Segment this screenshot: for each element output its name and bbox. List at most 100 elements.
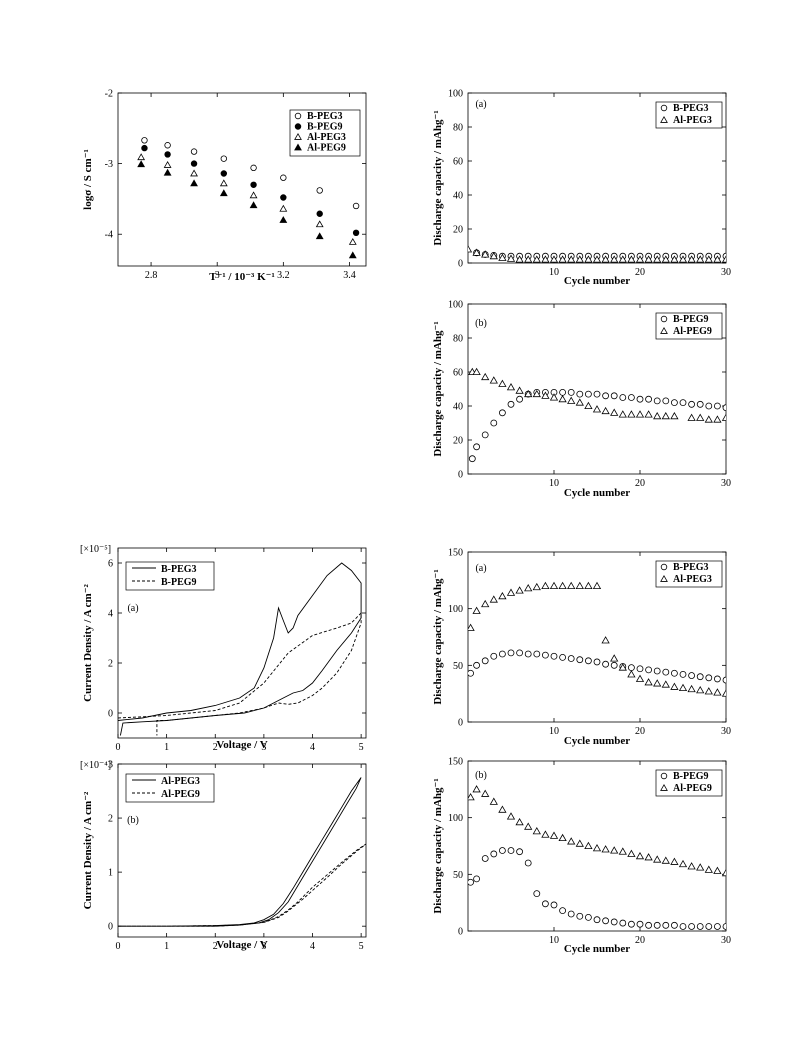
x-tick-label: 10 [549, 267, 559, 278]
y-axis-label: Discharge capacity / mAhg⁻¹ [432, 321, 444, 456]
data-point-Al-PEG9 [219, 189, 228, 197]
data-point-Al-PEG3 [610, 654, 619, 662]
x-tick-label: 0 [116, 941, 121, 952]
x-tick-label: 20 [635, 267, 645, 278]
panel-label: (a) [475, 99, 486, 110]
data-point-B-PEG9 [679, 923, 687, 930]
data-point-Al-PEG9 [532, 389, 541, 398]
data-point-B-PEG3 [516, 649, 523, 657]
axis-multiplier: [×10⁻⁵] [80, 544, 111, 555]
data-point-Al-PEG3 [137, 153, 146, 161]
data-point-Al-PEG3 [315, 220, 324, 228]
data-point-B-PEG9 [593, 916, 601, 924]
x-tick-label: 2 [213, 941, 218, 952]
data-point-B-PEG9 [628, 394, 635, 401]
data-point-Al-PEG9 [567, 396, 576, 404]
x-tick-label: 3 [215, 270, 220, 281]
data-point-Al-PEG3 [541, 255, 550, 263]
legend-marker [294, 132, 302, 140]
data-point-B-PEG9 [542, 900, 549, 908]
data-point-B-PEG3 [645, 666, 652, 674]
data-point-Al-PEG3 [713, 255, 722, 263]
data-point-Al-PEG9 [348, 251, 357, 259]
legend-label: Al-PEG3 [161, 776, 200, 787]
data-point-B-PEG3 [653, 667, 661, 675]
data-point-Al-PEG9 [541, 391, 550, 399]
series-B-PEG9 [141, 144, 360, 237]
data-point-Al-PEG3 [472, 606, 481, 614]
data-point-B-PEG9 [696, 400, 704, 408]
data-point-B-PEG9 [550, 901, 558, 909]
panel-label: (b) [127, 815, 139, 826]
x-tick-label: 10 [549, 726, 559, 737]
data-point-B-PEG3 [524, 650, 532, 658]
data-point-Al-PEG3 [696, 686, 705, 694]
legend-box [655, 560, 723, 588]
data-point-B-PEG9 [610, 392, 618, 400]
data-point-B-PEG9 [714, 923, 721, 930]
data-point-Al-PEG9 [610, 408, 619, 416]
data-point-Al-PEG9 [524, 822, 533, 830]
data-point-B-PEG9 [576, 912, 584, 920]
series-B-PEG9 [118, 611, 362, 736]
legend-marker [294, 112, 302, 120]
data-point-B-PEG9 [468, 455, 476, 463]
data-point-Al-PEG3 [567, 255, 576, 263]
data-point-B-PEG3 [559, 654, 566, 661]
data-point-B-PEG3 [610, 661, 618, 669]
y-tick-label: 40 [453, 402, 463, 413]
panel-label: (b) [475, 770, 487, 781]
data-point-Al-PEG9 [713, 866, 722, 874]
legend-box [655, 101, 723, 129]
data-point-B-PEG9 [481, 431, 489, 439]
legend-label: Al-PEG3 [307, 132, 346, 143]
data-point-Al-PEG3 [190, 169, 198, 177]
data-point-B-PEG9 [688, 923, 695, 930]
data-point-Al-PEG9 [678, 859, 688, 868]
data-point-Al-PEG3 [670, 682, 679, 690]
data-point-Al-PEG9 [515, 817, 524, 826]
data-point-Al-PEG9 [315, 232, 324, 240]
data-point-B-PEG3 [576, 656, 584, 664]
data-point-Al-PEG3 [524, 584, 533, 592]
y-tick-label: 80 [453, 334, 463, 345]
legend-label: B-PEG9 [673, 314, 709, 325]
data-point-B-PEG3 [141, 137, 148, 144]
data-point-Al-PEG9 [644, 853, 653, 861]
data-point-Al-PEG9 [489, 797, 498, 805]
data-point-B-PEG3 [250, 164, 257, 172]
data-point-B-PEG3 [280, 174, 287, 181]
data-point-B-PEG9 [679, 399, 687, 407]
data-point-Al-PEG3 [661, 680, 670, 688]
y-tick-label: -4 [105, 230, 113, 241]
data-point-B-PEG9 [671, 921, 678, 929]
legend-box [289, 109, 361, 157]
y-tick-label: -3 [105, 159, 113, 170]
x-tick-label: 3.2 [277, 270, 290, 281]
data-point-B-PEG9 [490, 850, 498, 858]
data-point-Al-PEG9 [584, 841, 593, 849]
data-point-Al-PEG9 [515, 386, 524, 394]
data-point-Al-PEG9 [549, 831, 559, 839]
data-point-Al-PEG3 [575, 255, 584, 263]
y-tick-label: 1 [108, 868, 113, 879]
data-point-Al-PEG9 [279, 216, 288, 223]
data-point-Al-PEG3 [687, 684, 696, 693]
x-tick-label: 3.4 [343, 270, 356, 281]
data-point-B-PEG3 [714, 675, 721, 683]
data-point-Al-PEG3 [687, 255, 696, 263]
data-point-Al-PEG9 [635, 410, 645, 418]
data-point-Al-PEG3 [219, 179, 228, 187]
data-point-Al-PEG9 [506, 383, 516, 391]
data-point-Al-PEG3 [541, 581, 550, 589]
data-point-B-PEG3 [220, 155, 228, 162]
data-point-B-PEG9 [507, 400, 515, 408]
data-point-Al-PEG9 [558, 833, 567, 842]
data-point-Al-PEG3 [721, 689, 726, 697]
panel-label: (a) [127, 603, 138, 614]
series-B-PEG3 [141, 137, 360, 210]
data-point-Al-PEG9 [592, 405, 602, 413]
chart-lsv-a: 0 1 2 3 4 5 0 2 4 6 Voltage / V Current Density / A… [80, 544, 367, 753]
y-tick-label: 40 [453, 191, 463, 202]
legend-box [655, 312, 723, 340]
